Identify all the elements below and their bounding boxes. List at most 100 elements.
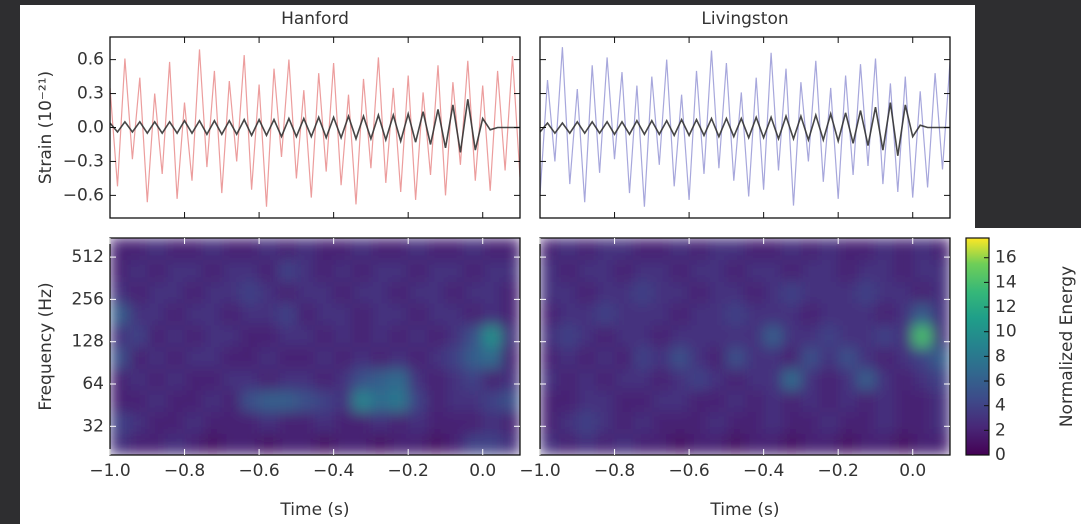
heat-cell [482,259,502,282]
heat-cell [221,259,241,282]
heat-cell [595,324,616,348]
heat-cell [595,303,616,326]
heat-cell [745,238,765,261]
heat-cell [482,324,502,348]
heat-cell [408,411,428,434]
heat-cell [838,303,858,326]
heat-cell [277,324,297,348]
heat-cell [782,303,802,326]
heat-cell [296,303,316,326]
heat-cell [370,238,391,261]
heat-cell [464,281,484,304]
heat-cell [221,324,241,348]
heat-cell [856,389,876,412]
heat-cell [633,433,653,455]
heat-cell [464,324,484,348]
heat-cell [782,238,802,261]
heat-cell [221,346,241,369]
heat-cell [482,389,502,412]
colorbar-tick-label: 10 [995,322,1017,342]
heat-cell [259,238,279,261]
heat-cell [408,238,428,261]
heat-cell [482,238,502,261]
heat-cell [558,324,578,348]
heat-cell [726,346,746,369]
heat-cell [595,411,616,434]
heat-cell [110,281,130,304]
heat-cell [763,238,783,261]
heat-cell [203,389,223,412]
heat-cell [501,303,520,326]
heat-cell [558,238,578,261]
heat-cell [147,368,167,391]
heat-cell [501,281,520,304]
heat-cell [670,238,690,261]
heat-cell [165,238,186,261]
heat-cell [184,411,204,434]
heat-cell [389,346,409,369]
heatmap [540,238,950,455]
heat-cell [689,389,709,412]
heat-cell [370,281,391,304]
heat-cell [856,281,876,304]
heat-cell [147,389,167,412]
heat-cell [240,303,260,326]
heat-cell [782,281,802,304]
heat-cell [633,303,653,326]
heat-cell [745,324,765,348]
heat-cell [110,433,130,455]
heat-cell [931,281,950,304]
heat-cell [763,281,783,304]
heat-cell [540,324,560,348]
heat-cell [856,303,876,326]
x-tick-label: −0.4 [313,461,354,481]
heat-cell [259,368,279,391]
y-tick-label: 0.0 [77,118,104,138]
heat-cell [426,303,446,326]
heat-cell [333,346,353,369]
heat-cell [912,238,932,261]
heat-cell [707,259,727,282]
axes-frame [539,237,951,456]
heat-cell [651,303,671,326]
heat-cell [931,259,950,282]
heat-cell [408,324,428,348]
heat-cell [128,346,148,369]
heat-cell [501,259,520,282]
heat-cell [482,303,502,326]
heat-cell [782,346,802,369]
heat-cell [856,324,876,348]
heat-cell [110,303,130,326]
y-tick-label: −0.3 [63,151,104,171]
heat-cell [203,411,223,434]
plot-area [540,47,950,207]
heat-cell [912,389,932,412]
heat-cell [782,433,802,455]
heat-cell [540,346,560,369]
heat-cell [296,389,316,412]
heat-cell [651,324,671,348]
colorbar-tick-label: 4 [995,396,1006,416]
heat-cell [464,368,484,391]
heat-cell [726,303,746,326]
y-tick-label: 256 [72,289,104,309]
x-tick-label: −1.0 [519,461,560,481]
heat-cell [165,281,186,304]
heat-cell [203,433,223,455]
heat-cell [333,259,353,282]
heat-cell [875,324,895,348]
heat-cell [315,324,335,348]
heat-cell [315,281,335,304]
colorbar-tick-label: 6 [995,371,1006,391]
colorbar-tick-label: 14 [995,272,1017,292]
heat-cell [165,411,186,434]
colorbar-tick-label: 16 [995,248,1017,268]
heat-cell [240,389,260,412]
heat-cell [800,238,821,261]
heat-cell [614,238,634,261]
heat-cell [614,324,634,348]
heat-cell [184,303,204,326]
heat-cell [147,303,167,326]
heat-cell [726,411,746,434]
